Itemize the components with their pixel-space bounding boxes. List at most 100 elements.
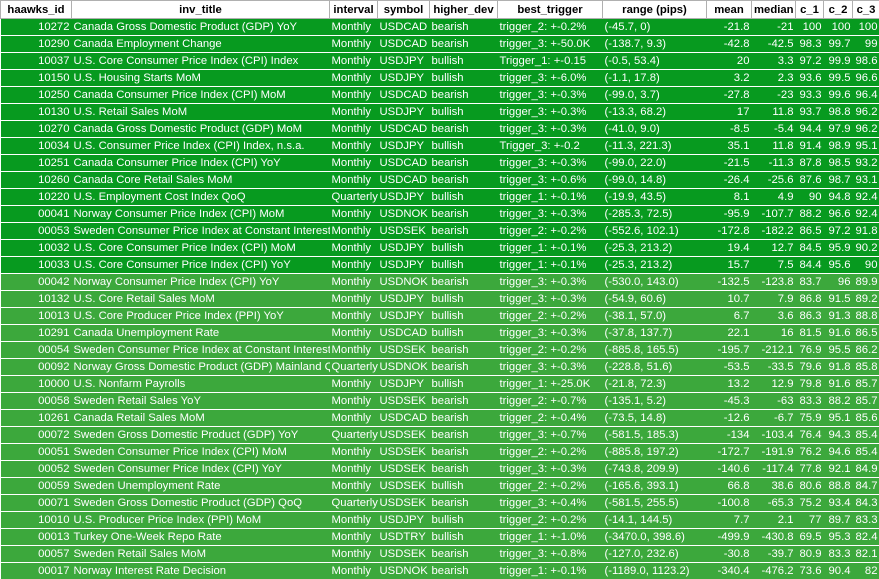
header-median[interactable]: median (752, 1, 796, 19)
cell-best-trigger: trigger_3: +-50.0K (498, 36, 603, 53)
cell-mean: 19.4 (707, 240, 752, 257)
header-symbol[interactable]: symbol (378, 1, 430, 19)
cell-symbol: USDJPY (378, 189, 430, 206)
cell-interval: Monthly (330, 376, 378, 393)
cell-interval: Monthly (330, 240, 378, 257)
cell-mean: 13.2 (707, 376, 752, 393)
header-higher-dev[interactable]: higher_dev (430, 1, 498, 19)
cell-inv-title: Sweden Gross Domestic Product (GDP) QoQ (72, 495, 330, 512)
cell-range: (-743.8, 209.9) (603, 461, 707, 478)
cell-c3: 88.8 (853, 308, 879, 325)
header-c2[interactable]: c_2 (824, 1, 853, 19)
cell-symbol: USDCAD (378, 325, 430, 342)
header-range[interactable]: range (pips) (603, 1, 707, 19)
header-best-trigger[interactable]: best_trigger (498, 1, 603, 19)
cell-symbol: USDJPY (378, 308, 430, 325)
cell-range: (-138.7, 9.3) (603, 36, 707, 53)
cell-mean: -12.6 (707, 410, 752, 427)
cell-c3: 85.6 (853, 410, 879, 427)
cell-symbol: USDNOK (378, 563, 430, 579)
cell-inv-title: Sweden Consumer Price Index (CPI) MoM (72, 444, 330, 461)
header-haawks-id[interactable]: haawks_id (1, 1, 72, 19)
cell-c2: 88.8 (824, 478, 853, 495)
cell-interval: Quarterly (330, 427, 378, 444)
cell-c3: 90 (853, 257, 879, 274)
cell-mean: 8.1 (707, 189, 752, 206)
cell-c3: 84.3 (853, 495, 879, 512)
header-inv-title[interactable]: inv_title (72, 1, 330, 19)
cell-best-trigger: trigger_3: +-0.3% (498, 104, 603, 121)
cell-mean: -172.8 (707, 223, 752, 240)
cell-inv-title: Norway Gross Domestic Product (GDP) Main… (72, 359, 330, 376)
cell-c1: 86.8 (796, 291, 824, 308)
cell-mean: -100.8 (707, 495, 752, 512)
cell-c1: 91.4 (796, 138, 824, 155)
cell-mean: 22.1 (707, 325, 752, 342)
cell-median: -103.4 (752, 427, 796, 444)
header-mean[interactable]: mean (707, 1, 752, 19)
cell-interval: Monthly (330, 87, 378, 104)
cell-median: -65.3 (752, 495, 796, 512)
cell-c1: 76.9 (796, 342, 824, 359)
cell-inv-title: U.S. Retail Sales MoM (72, 104, 330, 121)
cell-median: -6.7 (752, 410, 796, 427)
cell-median: 12.9 (752, 376, 796, 393)
header-c3[interactable]: c_3 (853, 1, 879, 19)
cell-c2: 91.8 (824, 359, 853, 376)
cell-range: (-25.3, 213.2) (603, 240, 707, 257)
cell-mean: -195.7 (707, 342, 752, 359)
cell-interval: Monthly (330, 308, 378, 325)
cell-best-trigger: trigger_3: +-0.3% (498, 121, 603, 138)
header-c1[interactable]: c_1 (796, 1, 824, 19)
cell-interval: Monthly (330, 19, 378, 36)
cell-inv-title: Canada Consumer Price Index (CPI) MoM (72, 87, 330, 104)
cell-median: 2.3 (752, 70, 796, 87)
cell-interval: Monthly (330, 223, 378, 240)
cell-inv-title: Sweden Unemployment Rate (72, 478, 330, 495)
header-interval[interactable]: interval (330, 1, 378, 19)
cell-haawks-id: 10261 (1, 410, 72, 427)
cell-inv-title: U.S. Employment Cost Index QoQ (72, 189, 330, 206)
cell-haawks-id: 00041 (1, 206, 72, 223)
cell-c2: 96 (824, 274, 853, 291)
cell-best-trigger: trigger_3: +-0.8% (498, 546, 603, 563)
cell-symbol: USDJPY (378, 70, 430, 87)
cell-c1: 83.7 (796, 274, 824, 291)
cell-median: 7.5 (752, 257, 796, 274)
cell-c1: 76.4 (796, 427, 824, 444)
cell-higher-dev: bullish (430, 240, 498, 257)
